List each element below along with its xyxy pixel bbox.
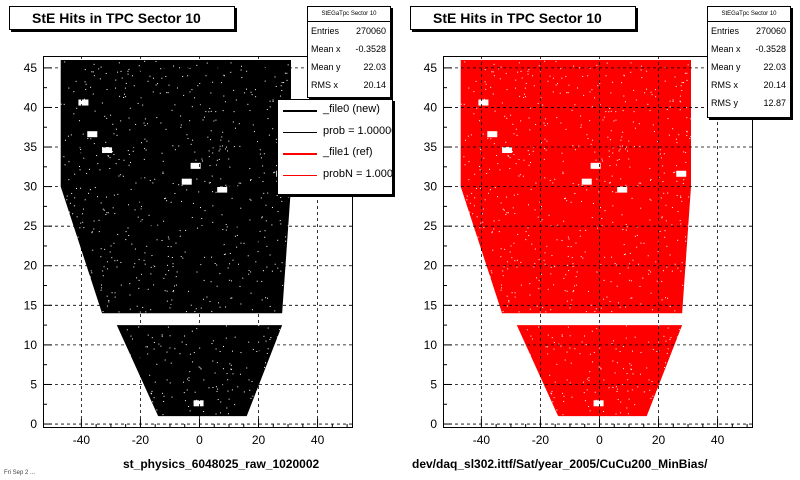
- dead-pad-hole: [487, 131, 498, 138]
- axis-ticks: [443, 67, 748, 428]
- y-tick-label: 5: [430, 377, 437, 391]
- x-tick-label: 0: [596, 433, 603, 447]
- x-tick-label: 40: [311, 433, 325, 447]
- grid-lines: [43, 56, 353, 428]
- plot-frame: [43, 56, 353, 428]
- right-stat-row: Entries 270060: [711, 26, 786, 36]
- left-stat-row: Entries 270060: [311, 26, 386, 36]
- y-tick-label: 25: [424, 219, 438, 233]
- y-tick-label: 20: [424, 259, 438, 273]
- y-tick-label: 5: [30, 377, 37, 391]
- right-stat-row: Mean x -0.3528: [711, 44, 786, 54]
- y-tick-label: 30: [424, 180, 438, 194]
- y-tick-label: 45: [24, 61, 38, 75]
- dead-pad-hole: [502, 147, 513, 154]
- x-tick-label: 20: [252, 433, 266, 447]
- y-tick-label: 10: [24, 338, 38, 352]
- right-chart-title: StE Hits in TPC Sector 10: [410, 6, 636, 30]
- dead-pad-hole: [676, 170, 687, 177]
- comparison-legend: _file0 (new) prob = 1.000000 _file1 (ref…: [277, 99, 393, 195]
- x-tick-label: -20: [132, 433, 150, 447]
- x-tick-label: 0: [196, 433, 203, 447]
- grid-lines: [443, 56, 753, 428]
- y-tick-label: 10: [424, 338, 438, 352]
- y-tick-label: 0: [30, 417, 37, 431]
- x-tick-label: 20: [652, 433, 666, 447]
- legend-entry: prob = 1.000000: [278, 122, 392, 144]
- dead-pad-hole: [102, 147, 113, 154]
- right-stats-box: StEGaTpc Sector 10 Entries 270060 Mean x-…: [707, 6, 791, 118]
- y-tick-label: 35: [24, 140, 38, 154]
- left-stats-header: StEGaTpc Sector 10: [308, 7, 390, 22]
- legend-entry: _file1 (ref): [278, 143, 392, 165]
- dead-pad-hole: [590, 162, 601, 169]
- y-tick-label: 15: [24, 298, 38, 312]
- left-chart-title: StE Hits in TPC Sector 10: [9, 6, 235, 30]
- dead-pad-hole: [78, 99, 89, 106]
- y-tick-label: 15: [424, 298, 438, 312]
- dead-pad-hole: [87, 131, 98, 138]
- dead-pad-hole: [581, 178, 592, 185]
- left-x-axis-caption: st_physics_6048025_raw_1020002: [123, 457, 320, 471]
- right-stat-row: RMS x 20.14: [711, 80, 786, 90]
- axis-ticks: [43, 67, 348, 428]
- x-tick-label: -20: [532, 433, 550, 447]
- dead-pad-hole: [193, 400, 204, 407]
- x-tick-label: -40: [473, 433, 491, 447]
- right-stat-row: Mean y 22.03: [711, 62, 786, 72]
- right-stat-row: RMS y 12.87: [711, 98, 786, 108]
- dead-pad-hole: [617, 186, 628, 193]
- left-stat-row: RMS x 20.14: [311, 80, 386, 90]
- left-stat-row: Mean y 22.03: [311, 62, 386, 72]
- dead-pad-hole: [190, 162, 201, 169]
- y-tick-label: 35: [424, 140, 438, 154]
- y-tick-label: 45: [424, 61, 438, 75]
- legend-entry: _file0 (new): [278, 100, 392, 122]
- y-tick-label: 30: [24, 180, 38, 194]
- right-x-axis-caption: dev/daq_sl302.ittf/Sat/year_2005/CuCu200…: [412, 457, 708, 471]
- dead-pad-hole: [217, 186, 228, 193]
- y-tick-label: 20: [24, 259, 38, 273]
- dead-pad-hole: [593, 400, 604, 407]
- y-tick-label: 0: [430, 417, 437, 431]
- footer-stamp: Fri Sep 2 ...: [4, 470, 36, 476]
- hit-speckle: [60, 60, 292, 417]
- y-tick-label: 40: [24, 100, 38, 114]
- left-stat-row: Mean x -0.3528: [311, 44, 386, 54]
- hits-scatter-plot-right: -40 -20 0 20 40 0 5 10 15 20 25 30 35 40 45: [424, 56, 753, 447]
- x-tick-label: -40: [73, 433, 91, 447]
- y-tick-label: 40: [424, 100, 438, 114]
- dead-pad-hole: [181, 178, 192, 185]
- left-stats-box: StEGaTpc Sector 10 Entries 270060 Mean x-…: [307, 6, 391, 98]
- plot-frame: [443, 56, 753, 428]
- x-tick-label: 40: [711, 433, 725, 447]
- y-tick-label: 25: [24, 219, 38, 233]
- dead-pad-hole: [478, 99, 489, 106]
- right-stats-header: StEGaTpc Sector 10: [708, 7, 790, 22]
- legend-entry: probN = 1.000000: [278, 165, 392, 187]
- hit-speckle: [460, 60, 692, 417]
